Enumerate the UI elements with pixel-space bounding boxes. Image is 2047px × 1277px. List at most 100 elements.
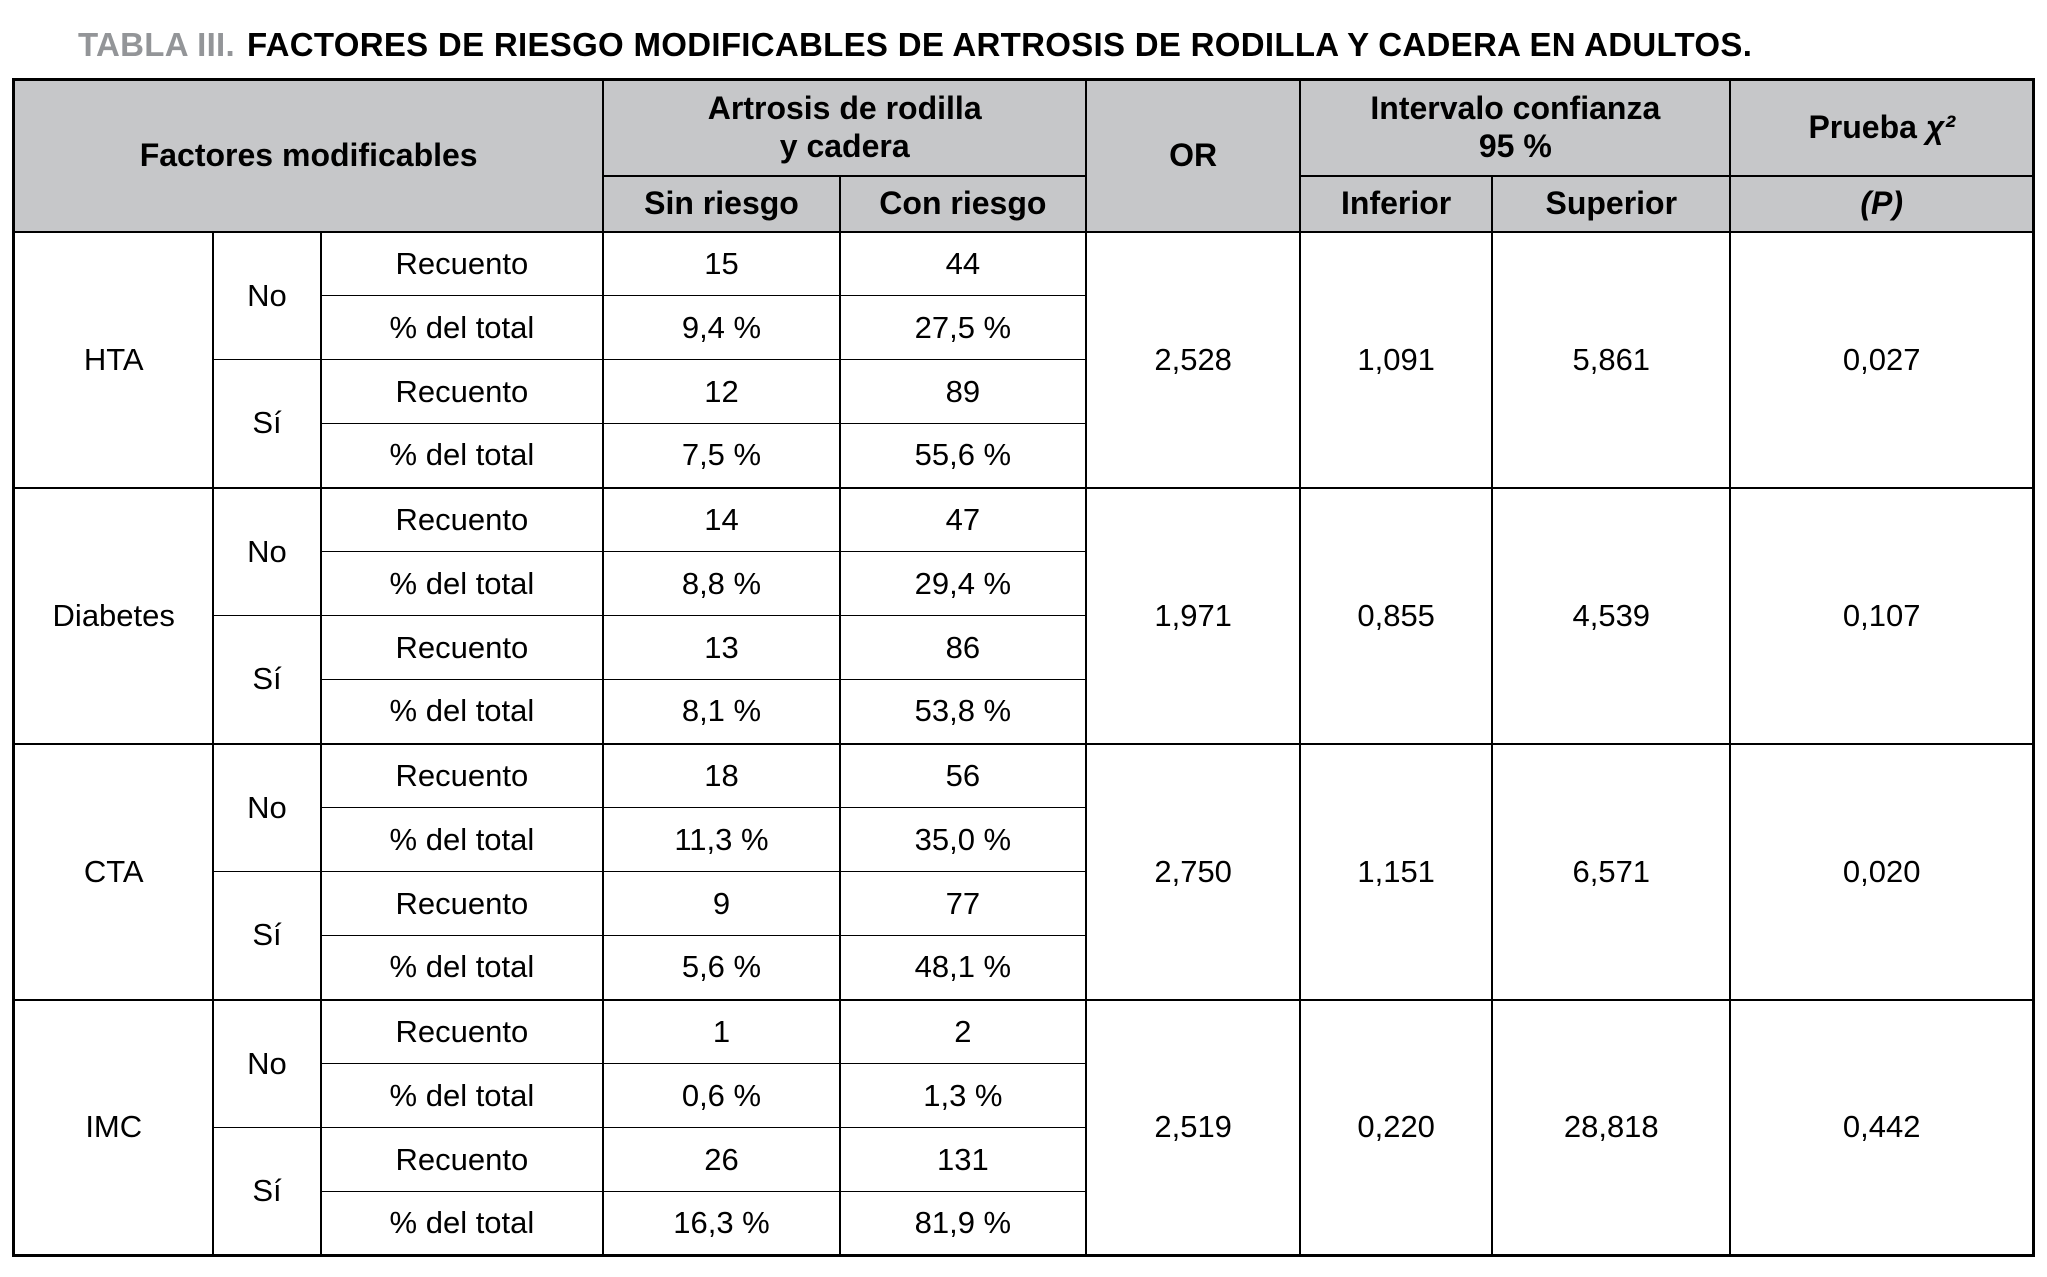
p-value-cell: 0,442 [1729,998,2035,1256]
header-row-2: Sin riesgo Con riesgo Inferior Superior … [14,174,2035,233]
value-cell: 44 [838,230,1088,296]
value-cell: 48,1 % [838,935,1088,1000]
table-row: Sí Recuento 9 77 [14,871,2034,1000]
stat-label-cell: Recuento [319,230,605,296]
value-cell: 11,3 % [602,807,841,872]
value-cell: 1 [602,998,841,1064]
value-cell: 35,0 % [838,807,1088,872]
stat-label-cell: Recuento [319,871,605,936]
value-cell: 131 [838,1127,1088,1192]
value-cell: 8,8 % [602,551,841,616]
value-cell: 14 [602,486,841,552]
header-prueba-label: Prueba [1808,109,1917,146]
table-row: Sí Recuento 26 131 [14,1127,2034,1256]
value-cell: 89 [838,359,1088,424]
value-cell: 12 [602,359,841,424]
header-row-1: Factores modificables Artrosis de rodill… [12,78,2035,233]
value-cell: 27,5 % [838,295,1088,360]
p-value-cell: 0,027 [1729,230,2035,488]
value-cell: 47 [838,486,1088,552]
header-intervalo: Intervalo confianza 95 % [1299,78,1732,177]
or-cell: 2,519 [1085,998,1302,1256]
ci-superior-cell: 4,539 [1491,486,1732,744]
ci-superior-cell: 28,818 [1491,998,1732,1256]
page: TABLA III. FACTORES DE RIESGO MODIFICABLE… [0,26,2047,1257]
risk-factors-table: Factores modificables Artrosis de rodill… [12,78,2035,1257]
header-p: (P) [1729,174,2035,233]
table-row: % del total 7,5 % 55,6 % [14,423,2034,488]
or-cell: 2,750 [1085,742,1302,1000]
table-number-label: TABLA III. [78,26,235,63]
factor-cell: CTA [12,742,215,1000]
si-row-label: Sí [212,1127,322,1256]
value-cell: 8,1 % [602,679,841,744]
table-row: % del total 8,8 % 29,4 % [14,551,2034,616]
stat-label-cell: % del total [319,423,605,488]
no-row-label: No [212,742,322,872]
value-cell: 53,8 % [838,679,1088,744]
stat-label-cell: Recuento [319,486,605,552]
table-row: % del total 11,3 % 35,0 % [14,807,2034,872]
header-inferior: Inferior [1299,174,1494,233]
header-sin-riesgo: Sin riesgo [602,174,841,233]
header-factores: Factores modificables [12,78,605,233]
value-cell: 77 [838,871,1088,936]
value-cell: 7,5 % [602,423,841,488]
header-artrosis: Artrosis de rodilla y cadera [602,78,1088,177]
no-row-label: No [212,486,322,616]
value-cell: 16,3 % [602,1191,841,1256]
table-row: Diabetes No Recuento 14 47 1,971 0,855 4… [12,486,2035,744]
ci-superior-cell: 5,861 [1491,230,1732,488]
value-cell: 26 [602,1127,841,1192]
ci-inferior-cell: 1,151 [1299,742,1494,1000]
stat-label-cell: Recuento [319,615,605,680]
stat-label-cell: % del total [319,1191,605,1256]
header-con-riesgo: Con riesgo [838,174,1088,233]
stat-label-cell: % del total [319,1063,605,1128]
si-row-label: Sí [212,359,322,488]
table-row: % del total 16,3 % 81,9 % [14,1191,2034,1256]
stat-label-cell: % del total [319,807,605,872]
or-cell: 1,971 [1085,486,1302,744]
stat-label-cell: Recuento [319,998,605,1064]
ci-superior-cell: 6,571 [1491,742,1732,1000]
table-row: % del total 9,4 % 27,5 % [14,295,2034,360]
value-cell: 56 [838,742,1088,808]
si-row-label: Sí [212,871,322,1000]
no-row-label: No [212,230,322,360]
header-or: OR [1085,78,1302,233]
stat-label-cell: Recuento [319,359,605,424]
value-cell: 55,6 % [838,423,1088,488]
table-row: IMC No Recuento 1 2 2,519 0,220 28,818 0… [12,998,2035,1256]
value-cell: 5,6 % [602,935,841,1000]
header-superior: Superior [1491,174,1732,233]
value-cell: 18 [602,742,841,808]
table-row: CTA No Recuento 18 56 2,750 1,151 6,571 … [12,742,2035,1000]
table-title: TABLA III. FACTORES DE RIESGO MODIFICABLE… [78,26,2035,64]
header-prueba: Prueba χ² [1729,78,2035,177]
value-cell: 9 [602,871,841,936]
value-cell: 1,3 % [838,1063,1088,1128]
p-value-cell: 0,020 [1729,742,2035,1000]
stat-label-cell: % del total [319,551,605,616]
factor-cell: IMC [12,998,215,1256]
value-cell: 9,4 % [602,295,841,360]
si-row-label: Sí [212,615,322,744]
stat-label-cell: % del total [319,295,605,360]
or-cell: 2,528 [1085,230,1302,488]
p-value-cell: 0,107 [1729,486,2035,744]
stat-label-cell: % del total [319,935,605,1000]
value-cell: 0,6 % [602,1063,841,1128]
ci-inferior-cell: 1,091 [1299,230,1494,488]
stat-label-cell: Recuento [319,742,605,808]
table-row: % del total 0,6 % 1,3 % [14,1063,2034,1128]
value-cell: 81,9 % [838,1191,1088,1256]
table-row: Sí Recuento 13 86 [14,615,2034,744]
table-row: HTA No Recuento 15 44 2,528 1,091 5,861 … [12,230,2035,488]
factor-cell: HTA [12,230,215,488]
value-cell: 86 [838,615,1088,680]
value-cell: 15 [602,230,841,296]
stat-label-cell: Recuento [319,1127,605,1192]
ci-inferior-cell: 0,855 [1299,486,1494,744]
chi-squared-symbol: χ² [1925,109,1955,146]
